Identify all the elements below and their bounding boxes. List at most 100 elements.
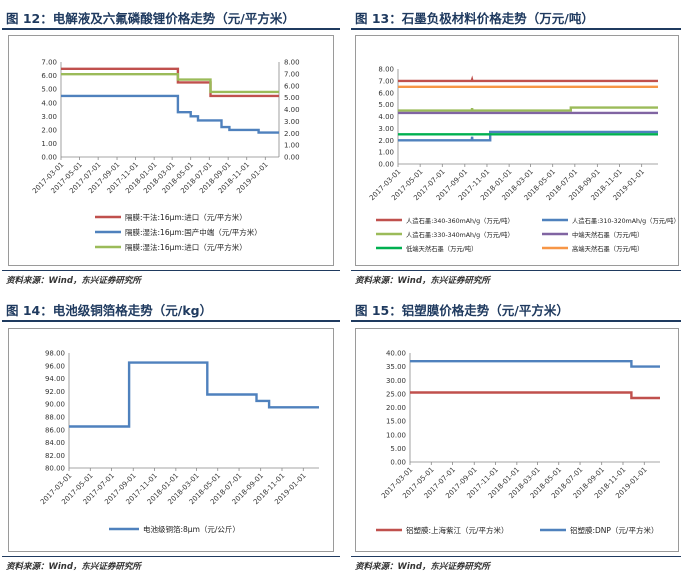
series-line [398, 75, 658, 83]
y-tick-label: 86.00 [45, 426, 65, 434]
y-tick-label: 40.00 [386, 350, 406, 358]
y-tick-label: 2.00 [378, 137, 394, 145]
source-note: 资料来源：Wind，东兴证券研究所 [355, 276, 490, 286]
y-tick-label: 0.00 [41, 154, 57, 162]
y-tick-label: 80.00 [45, 465, 65, 473]
legend-label: 高端天然石墨（万元/吨） [572, 244, 643, 253]
y-tick-label: 96.00 [45, 362, 65, 370]
legend-label: 电池级铜箔:8μm（元/公斤） [143, 524, 240, 534]
y-tick-label: 6.00 [378, 89, 394, 97]
y2-tick-label: 6.00 [284, 82, 300, 90]
chart-title: 图 15：铝塑膜价格走势（元/平方米） [355, 303, 569, 318]
y-tick-label: 2.00 [41, 126, 57, 134]
title-rule [351, 28, 681, 30]
y-tick-label: 5.00 [41, 86, 57, 94]
y-tick-label: 84.00 [45, 439, 65, 447]
chart-panel-14: 图 14：电池级铜箔格走势（元/kg） 80.00 82.00 84.00 86.00… [0, 292, 344, 577]
chart-title: 图 13：石墨负极材料价格走势（万元/吨） [355, 11, 594, 26]
y-tick-label: 10.00 [386, 431, 406, 439]
legend-label: 低端天然石墨（万元/吨） [406, 244, 477, 253]
y-tick-label: 30.00 [386, 377, 406, 385]
chart-panel-12: 图 12：电解液及六氟磷酸锂价格走势（元/平方米） 0.00 1.00 2.00 3.… [0, 0, 344, 290]
y-tick-label: 3.00 [378, 125, 394, 133]
y2-tick-label: 1.00 [284, 142, 300, 150]
legend-label: 隔膜:湿法:16μm:国产中端（元/平方米） [125, 227, 262, 237]
legend-label: 中端天然石墨（万元/吨） [572, 230, 643, 239]
series-line [410, 391, 660, 400]
title-rule [351, 320, 681, 322]
y2-tick-label: 8.00 [284, 59, 300, 67]
chart-panel-13: 图 13：石墨负极材料价格走势（万元/吨） 0.00 1.00 2.00 3.00 4.… [349, 0, 689, 290]
y-tick-label: 4.00 [378, 113, 394, 121]
chart-frame: 0.00 1.00 2.00 3.00 4.00 5.00 6.00 7.00 0.00 1.00… [8, 35, 334, 266]
y-tick-label: 0.00 [378, 161, 394, 169]
y-tick-label: 82.00 [45, 452, 65, 460]
legend-label: 铝塑膜:上海紫江（元/平方米） [406, 525, 509, 535]
legend-label: 人造石墨:310-320mAh/g（万元/吨） [572, 216, 678, 225]
source-rule [351, 556, 681, 557]
x-axis: 2017-03-012017-05-012017-07-012017-09-01… [39, 467, 319, 506]
chart-svg: 0.00 5.00 10.00 15.00 20.00 25.00 30.00 35.00 40… [376, 350, 660, 535]
source-rule [351, 270, 681, 271]
y-tick-label: 7.00 [41, 59, 57, 67]
y-tick-label: 90.00 [45, 401, 65, 409]
legend: 铝塑膜:上海紫江（元/平方米） 铝塑膜:DNP（元/平方米） [376, 525, 658, 535]
y-tick-label: 1.00 [41, 140, 57, 148]
y-tick-label: 92.00 [45, 388, 65, 396]
legend-label: 隔膜:湿法:16μm:进口（元/平方米） [125, 242, 247, 252]
title-rule [2, 28, 340, 30]
y-tick-label: 5.00 [378, 101, 394, 109]
chart-frame: 0.00 1.00 2.00 3.00 4.00 5.00 6.00 7.00 8.00 2017… [355, 35, 680, 266]
legend: 人造石墨:340-360mAh/g（万元/吨） 人造石墨:310-320mAh/g… [376, 216, 680, 253]
y-axis: 80.00 82.00 84.00 86.00 88.00 90.00 92.00 94.00… [45, 350, 70, 473]
source-rule [2, 556, 340, 557]
y2-tick-label: 7.00 [284, 70, 300, 78]
source-rule [2, 270, 340, 271]
y-axis: 0.00 1.00 2.00 3.00 4.00 5.00 6.00 7.00 8.00 [378, 66, 399, 169]
chart-title: 图 14：电池级铜箔格走势（元/kg） [6, 303, 213, 318]
y2-axis: 0.00 1.00 2.00 3.00 4.00 5.00 6.00 7.00 8.00 [278, 59, 300, 162]
y2-tick-label: 5.00 [284, 94, 300, 102]
y-tick-label: 1.00 [378, 149, 394, 157]
legend-label: 铝塑膜:DNP（元/平方米） [570, 525, 658, 535]
y-tick-label: 88.00 [45, 413, 65, 421]
y-tick-label: 0.00 [390, 459, 406, 467]
series-line [410, 360, 660, 368]
legend: 电池级铜箔:8μm（元/公斤） [109, 524, 240, 534]
y-tick-label: 98.00 [45, 350, 65, 358]
legend: 隔膜:干法:16μm:进口（元/平方米） 隔膜:湿法:16μm:国产中端（元/平方… [95, 212, 262, 252]
series-group [398, 75, 658, 142]
y2-tick-label: 4.00 [284, 106, 300, 114]
x-axis: 2017-03-012017-05-012017-07-012017-09-01… [380, 461, 660, 500]
y-tick-label: 8.00 [378, 66, 394, 74]
chart-svg: 0.00 1.00 2.00 3.00 4.00 5.00 6.00 7.00 8.00 2017… [368, 66, 680, 253]
x-axis: 2017-03-012017-05-012017-07-012017-09-01… [368, 163, 658, 202]
source-note: 资料来源：Wind，东兴证券研究所 [355, 562, 490, 572]
source-note: 资料来源：Wind，东兴证券研究所 [6, 276, 141, 286]
y2-tick-label: 3.00 [284, 118, 300, 126]
series-line [69, 361, 319, 428]
series-line [398, 130, 658, 142]
chart-svg: 0.00 1.00 2.00 3.00 4.00 5.00 6.00 7.00 0.00 1.00… [31, 59, 300, 252]
series-line [61, 94, 279, 134]
chart-svg: 80.00 82.00 84.00 86.00 88.00 90.00 92.00 94.00… [39, 350, 319, 534]
y-tick-label: 5.00 [390, 445, 406, 453]
x-axis: 2017-03-012017-05-012017-07-012017-09-01… [31, 156, 279, 195]
y-tick-label: 94.00 [45, 375, 65, 383]
y-tick-label: 35.00 [386, 363, 406, 371]
y-tick-label: 7.00 [378, 77, 394, 85]
series-line [61, 67, 279, 98]
y-tick-label: 20.00 [386, 404, 406, 412]
legend-label: 人造石墨:340-360mAh/g（万元/吨） [406, 216, 514, 225]
series-line [398, 106, 658, 112]
source-note: 资料来源：Wind，东兴证券研究所 [6, 562, 141, 572]
series-group [69, 361, 319, 428]
y-tick-label: 15.00 [386, 418, 406, 426]
chart-frame: 80.00 82.00 84.00 86.00 88.00 90.00 92.00 94.00… [8, 328, 334, 552]
title-rule [2, 320, 340, 322]
series-line [61, 73, 279, 94]
series-group [410, 360, 660, 400]
y-axis: 0.00 1.00 2.00 3.00 4.00 5.00 6.00 7.00 [41, 59, 62, 162]
y2-tick-label: 2.00 [284, 130, 300, 138]
y-axis: 0.00 5.00 10.00 15.00 20.00 25.00 30.00 35.00 40… [386, 350, 411, 467]
